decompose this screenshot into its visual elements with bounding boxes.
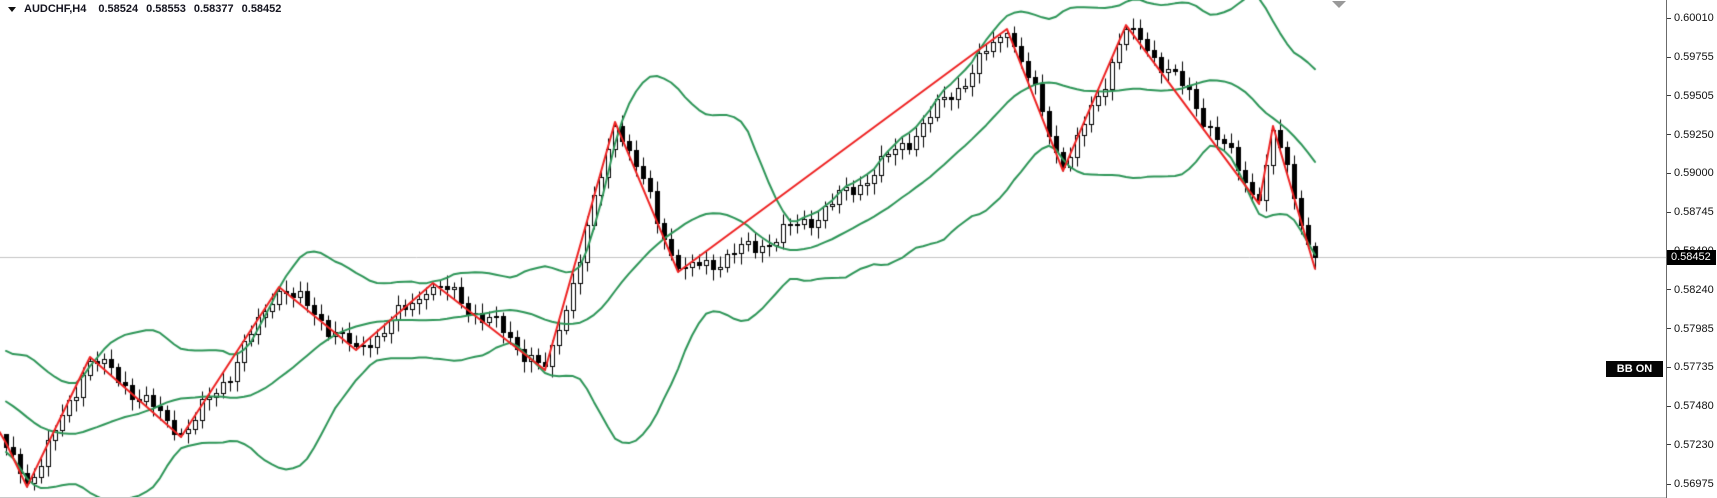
tick-dash	[1667, 56, 1671, 58]
open-value: 0.58524	[98, 3, 139, 15]
price-tick-label: 0.56975	[1674, 478, 1714, 490]
tick-dash	[1667, 17, 1671, 19]
price-tick-label: 0.59505	[1674, 89, 1714, 102]
tick-dash	[1667, 95, 1671, 97]
price-tick-label: 0.59250	[1674, 128, 1714, 141]
price-tick: 0.56975	[1667, 477, 1714, 491]
price-tick-label: 0.57230	[1674, 438, 1714, 451]
price-tick-label: 0.59000	[1674, 167, 1714, 180]
price-tick-label: 0.57735	[1674, 361, 1714, 374]
tick-dash	[1667, 366, 1671, 368]
tick-dash	[1667, 289, 1671, 291]
price-tick: 0.59250	[1667, 128, 1714, 142]
price-tick-label: 0.57480	[1674, 400, 1714, 413]
tick-dash	[1667, 328, 1671, 330]
price-tick: 0.59000	[1667, 166, 1714, 180]
price-tick: 0.59755	[1667, 50, 1714, 64]
tick-dash	[1667, 405, 1671, 407]
current-price-tag: 0.58452	[1667, 249, 1716, 265]
price-tick-label: 0.60010	[1674, 12, 1714, 24]
tick-dash	[1667, 211, 1671, 213]
symbol-period-label: AUDCHF,H4	[24, 3, 87, 15]
price-axis[interactable]: 0.58452 0.60010 0.59755 0.59505 0.59250 0.59…	[1666, 0, 1717, 498]
price-chart-canvas[interactable]	[0, 0, 1666, 498]
price-tick: 0.57480	[1667, 399, 1714, 413]
high-value: 0.58553	[146, 3, 186, 15]
price-tick: 0.57985	[1667, 322, 1714, 336]
chart-shift-marker-icon[interactable]	[1332, 1, 1346, 8]
price-tick: 0.58240	[1667, 283, 1714, 297]
price-tick: 0.59505	[1667, 89, 1714, 103]
tick-dash	[1667, 483, 1671, 485]
bb-on-badge[interactable]: BB ON	[1606, 361, 1663, 377]
price-tick-label: 0.59755	[1674, 51, 1714, 64]
low-value: 0.58377	[193, 3, 234, 15]
price-tick-label: 0.57985	[1674, 322, 1714, 335]
close-value: 0.58452	[241, 3, 282, 15]
tick-dash	[1667, 172, 1671, 174]
one-click-trading-dropdown-icon[interactable]	[8, 7, 16, 12]
tick-dash	[1667, 444, 1671, 446]
price-tick: 0.57230	[1667, 438, 1714, 452]
price-tick: 0.57735	[1667, 360, 1714, 374]
price-tick: 0.60010	[1667, 11, 1714, 25]
tick-dash	[1667, 134, 1671, 136]
price-tick-label: 0.58745	[1674, 206, 1714, 219]
price-tick: 0.58745	[1667, 205, 1714, 219]
ohlc-header: AUDCHF,H4 0.58524 0.58553 0.58377 0.5845…	[4, 2, 281, 16]
price-tick-label: 0.58240	[1674, 283, 1714, 296]
